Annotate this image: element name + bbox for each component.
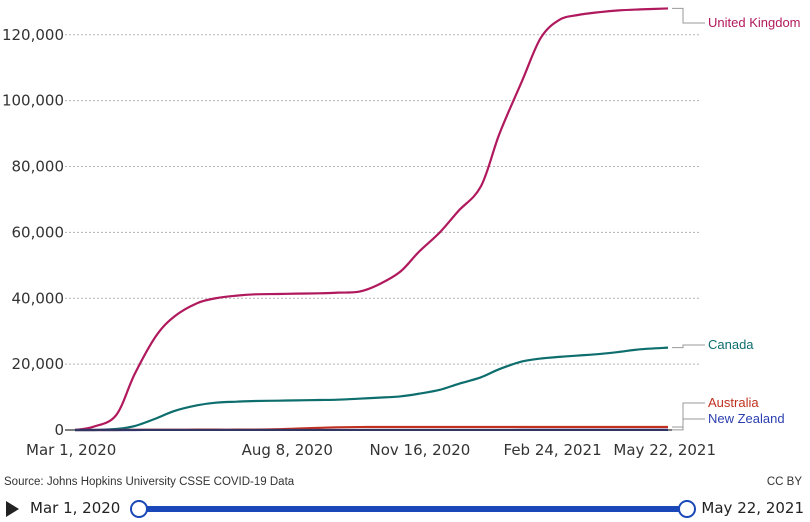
label-leader-line [672, 418, 705, 431]
y-tick-label: 60,000 [12, 223, 65, 241]
source-note: Source: Johns Hopkins University CSSE CO… [4, 476, 295, 488]
series-line-canada [74, 346, 669, 432]
y-tick-label: 120,000 [2, 26, 64, 44]
x-tick-label: Feb 24, 2021 [504, 441, 602, 459]
y-tick-label: 20,000 [12, 355, 65, 373]
timeline-player: Mar 1, 2020 May 22, 2021 [0, 494, 810, 522]
label-leader-line [672, 7, 705, 24]
gridlines [65, 34, 700, 365]
label-leader-line [672, 402, 705, 428]
y-tick-label: 100,000 [2, 92, 64, 110]
series-label: Australia [708, 395, 759, 410]
line-chart: 020,00040,00060,00080,000100,000120,000 … [2, 7, 801, 459]
timeline-start-label: Mar 1, 2020 [30, 499, 121, 517]
timeline-end-label: May 22, 2021 [701, 499, 804, 517]
play-icon[interactable] [6, 501, 19, 517]
x-tick-label: Aug 8, 2020 [242, 441, 333, 459]
timeline-end-handle[interactable] [678, 500, 696, 518]
timeline-track[interactable] [138, 506, 688, 512]
series-label: United Kingdom [708, 15, 801, 30]
license-link[interactable]: CC BY [766, 476, 802, 488]
y-axis-ticks: 0 20,000 40,000 60,000 80,000 100,000 120,000 [2, 26, 64, 439]
series-label: Canada [708, 337, 754, 352]
x-axis-ticks: Mar 1, 2020 Aug 8, 2020 Nov 16, 2020 Feb 24… [26, 441, 716, 459]
label-leader-line [672, 344, 705, 349]
x-tick-label: May 22, 2021 [613, 441, 716, 459]
y-tick-label: 0 [54, 421, 64, 439]
chart-footer: Source: Johns Hopkins University CSSE CO… [0, 474, 810, 492]
x-tick-label: Mar 1, 2020 [26, 441, 116, 459]
series-label: New Zealand [708, 411, 785, 426]
series-line-united-kingdom [74, 7, 669, 432]
y-tick-label: 80,000 [12, 158, 65, 176]
timeline-start-handle[interactable] [130, 500, 148, 518]
y-tick-label: 40,000 [12, 289, 65, 307]
x-tick-label: Nov 16, 2020 [369, 441, 470, 459]
series-lines [74, 7, 669, 432]
